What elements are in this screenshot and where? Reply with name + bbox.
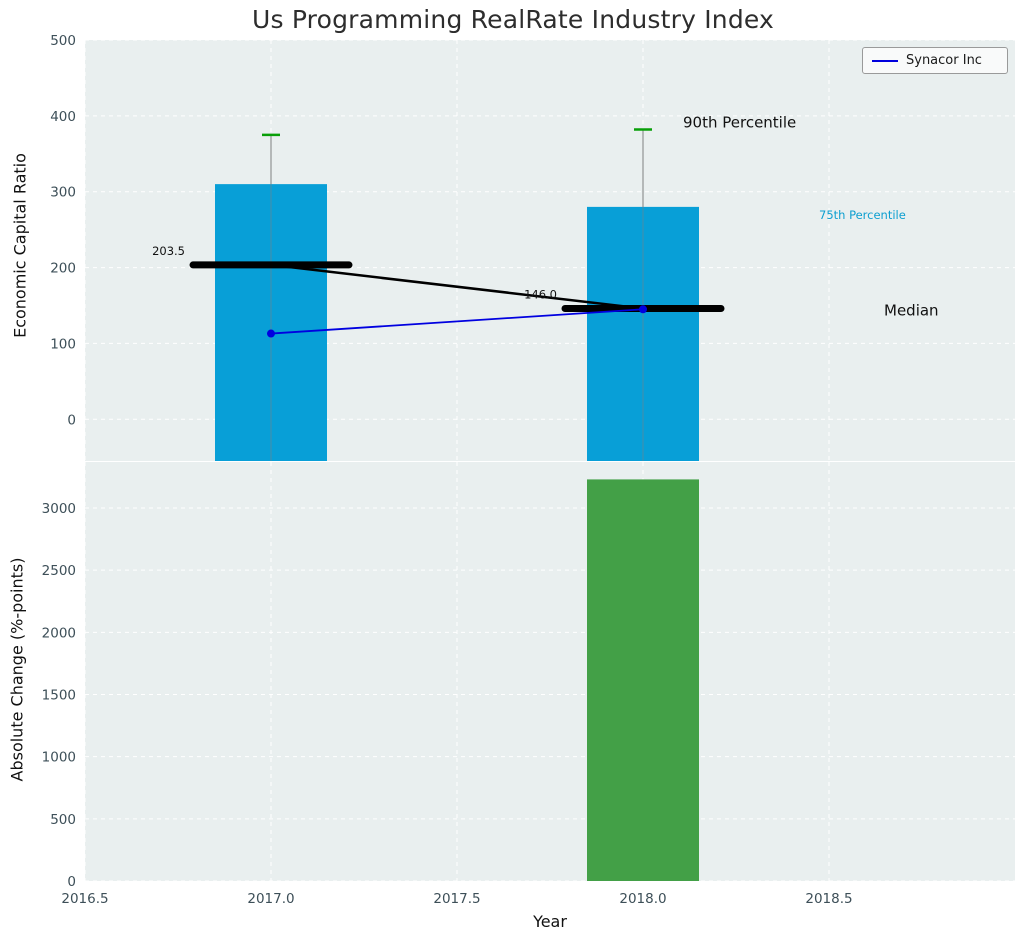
absolute-change-bar bbox=[587, 479, 699, 881]
top-y-tick-label: 0 bbox=[67, 412, 76, 428]
bottom-y-tick-label: 2500 bbox=[42, 563, 76, 579]
bottom-y-tick-label: 3000 bbox=[42, 501, 76, 517]
median-label: Median bbox=[884, 302, 939, 320]
bottom-y-tick-label: 500 bbox=[50, 812, 76, 828]
bottom-y-tick-label: 0 bbox=[67, 874, 76, 890]
top-y-tick-label: 400 bbox=[50, 109, 76, 125]
top-y-tick-label: 200 bbox=[50, 261, 76, 277]
company-marker bbox=[639, 305, 647, 314]
median-value-annotation: 146.0 bbox=[524, 288, 557, 302]
bottom-y-tick-label: 1500 bbox=[42, 688, 76, 704]
percentile-90-label: 90th Percentile bbox=[683, 114, 796, 132]
median-value-annotation: 203.5 bbox=[152, 244, 185, 258]
legend: Synacor Inc bbox=[862, 47, 1008, 74]
legend-line-sample-icon bbox=[872, 59, 898, 62]
top-y-axis-label: Economic Capital Ratio bbox=[10, 153, 30, 338]
chart-title: Us Programming RealRate Industry Index bbox=[251, 5, 775, 34]
x-tick-label: 2017.5 bbox=[433, 891, 480, 907]
percentile-75-label: 75th Percentile bbox=[819, 208, 906, 222]
top-y-tick-label: 300 bbox=[50, 185, 76, 201]
x-tick-label: 2017.0 bbox=[247, 891, 294, 907]
x-tick-label: 2018.5 bbox=[805, 891, 852, 907]
legend-label: Synacor Inc bbox=[906, 53, 982, 68]
x-tick-label: 2016.5 bbox=[61, 891, 108, 907]
company-marker bbox=[267, 329, 275, 338]
median-trend-line bbox=[270, 263, 644, 310]
bottom-plot-background bbox=[85, 462, 1015, 881]
bottom-y-tick-label: 2000 bbox=[42, 625, 76, 641]
x-tick-label: 2018.0 bbox=[619, 891, 666, 907]
top-y-tick-label: 500 bbox=[50, 33, 76, 49]
company-line bbox=[270, 308, 644, 335]
bottom-y-axis-label: Absolute Change (%-points) bbox=[7, 557, 27, 782]
top-y-tick-label: 100 bbox=[50, 336, 76, 352]
bottom-y-tick-label: 1000 bbox=[42, 750, 76, 766]
x-axis-label: Year bbox=[533, 912, 567, 931]
